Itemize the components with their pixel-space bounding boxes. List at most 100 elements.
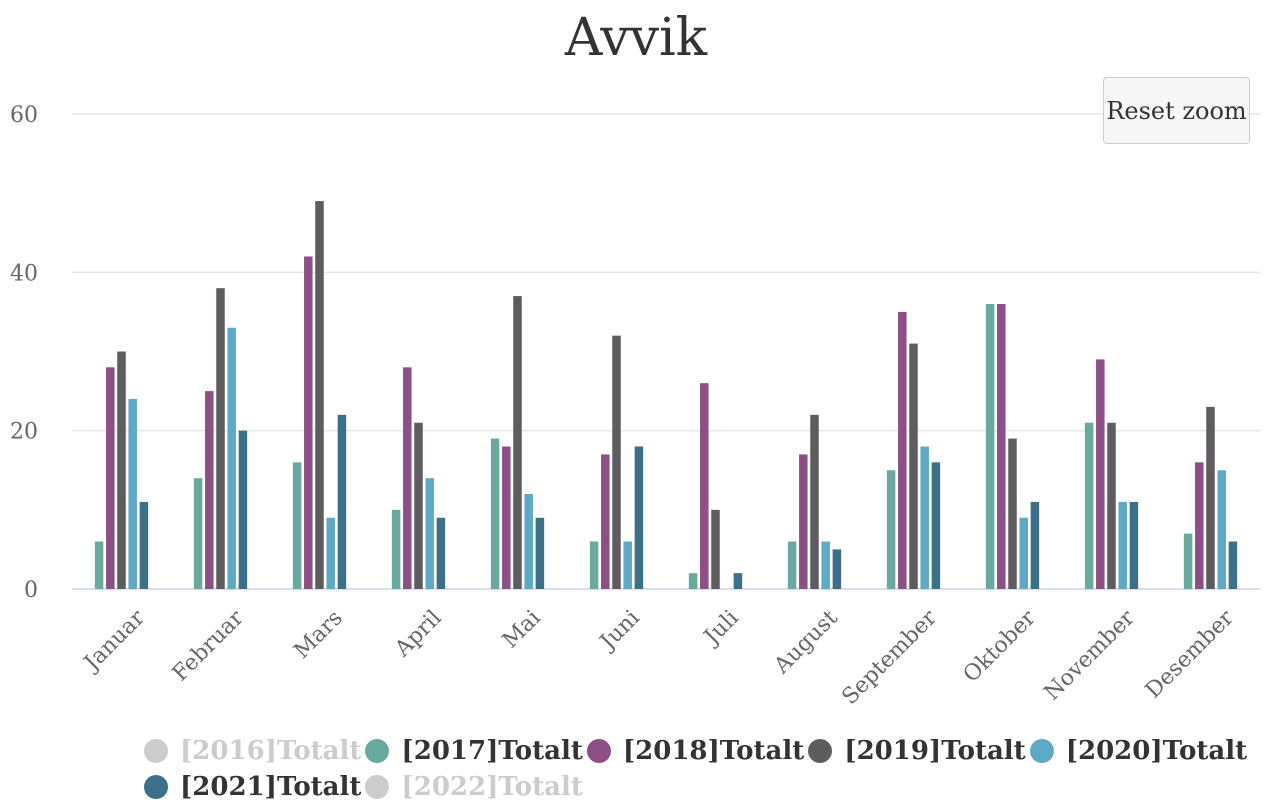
bar	[909, 343, 918, 589]
x-tick-label: Desember	[1141, 605, 1239, 703]
bar	[688, 573, 698, 589]
bar	[227, 327, 236, 589]
x-tick-label: Juni	[594, 606, 644, 656]
bar	[799, 454, 808, 589]
bar	[1118, 501, 1127, 589]
bar	[238, 430, 248, 589]
legend-marker-icon	[1029, 739, 1054, 763]
legend-label: [2018]Totalt	[622, 736, 805, 766]
legend-label: [2019]Totalt	[844, 736, 1026, 766]
legend-marker-icon	[365, 775, 390, 799]
legend-label: [2020]Totalt	[1065, 736, 1248, 766]
legend-item[interactable]: [2019]Totalt	[804, 736, 1026, 766]
x-tick-label: November	[1040, 605, 1140, 705]
bar	[1084, 422, 1094, 589]
bar	[535, 517, 545, 589]
bar	[216, 288, 225, 589]
bar	[898, 311, 907, 589]
x-tick-label: September	[837, 605, 942, 710]
bar	[1096, 359, 1105, 589]
legend-row: [2021]Totalt [2022]Totalt	[140, 769, 1240, 805]
bar	[1183, 533, 1193, 589]
bar	[1206, 406, 1215, 589]
bar	[524, 494, 533, 589]
bar	[193, 478, 203, 589]
bar	[292, 462, 302, 589]
x-tick-label: Mai	[498, 606, 546, 654]
bar	[821, 541, 830, 589]
x-tick-label: Juli	[698, 606, 743, 651]
bar	[205, 391, 214, 589]
bar	[810, 414, 819, 589]
y-tick-label: 40	[10, 261, 38, 286]
bar	[1195, 462, 1204, 589]
chart-title: Avvik	[564, 8, 708, 68]
bar	[117, 351, 126, 589]
bar	[1217, 470, 1226, 589]
x-tick-label: August	[769, 605, 843, 679]
bar	[326, 517, 335, 589]
bar	[436, 517, 446, 589]
legend-marker-icon	[808, 739, 833, 763]
bar	[601, 454, 610, 589]
bar	[1129, 501, 1139, 589]
bar	[711, 509, 720, 589]
legend-marker-icon	[586, 739, 611, 763]
legend-row: [2016]Totalt [2017]Totalt [2018]Totalt [201…	[140, 733, 1247, 769]
bar	[106, 367, 115, 589]
bar	[623, 541, 632, 589]
bar	[304, 256, 313, 589]
x-tick-label: Oktober	[959, 605, 1041, 687]
legend-marker-icon	[144, 739, 168, 763]
legend-item[interactable]: [2016]Totalt	[140, 736, 361, 766]
bar	[1030, 501, 1040, 589]
bar	[337, 414, 347, 589]
legend-marker-icon	[365, 739, 390, 763]
bar	[985, 304, 995, 589]
chart-legend: [2016]Totalt [2017]Totalt [2018]Totalt [201…	[140, 733, 1247, 805]
bar	[931, 462, 941, 589]
bar	[128, 399, 137, 589]
y-tick-label: 20	[10, 420, 38, 445]
bar	[1019, 517, 1028, 589]
bar	[490, 438, 500, 589]
bar	[1008, 438, 1017, 589]
legend-marker-icon	[144, 775, 168, 799]
chart-plot-area: 0 20 40 60 Januar Februar Mars April Mai Juni Juli…	[10, 103, 1260, 710]
bar	[513, 296, 522, 589]
bar	[1228, 541, 1238, 589]
bar	[94, 541, 104, 589]
legend-label: [2021]Totalt	[180, 772, 362, 802]
x-tick-label: April	[390, 606, 447, 663]
bar	[403, 367, 412, 589]
bar	[733, 573, 743, 589]
legend-item[interactable]: [2022]Totalt	[361, 772, 583, 802]
bar	[997, 304, 1006, 589]
reset-zoom-button[interactable]: Reset zoom	[1103, 77, 1250, 144]
legend-item[interactable]: [2018]Totalt	[583, 736, 804, 766]
bar	[1107, 422, 1116, 589]
bar	[920, 446, 929, 589]
bar	[832, 549, 842, 589]
bar	[886, 470, 896, 589]
bar	[425, 478, 434, 589]
bar	[589, 541, 599, 589]
legend-label: [2017]Totalt	[401, 736, 583, 766]
y-tick-label: 0	[24, 578, 38, 603]
x-tick-label: Mars	[289, 606, 347, 664]
legend-label: [2022]Totalt	[401, 772, 583, 802]
bar	[139, 501, 149, 589]
bar	[315, 201, 324, 590]
y-tick-label: 60	[10, 103, 38, 128]
bar	[787, 541, 797, 589]
bar	[612, 335, 621, 589]
legend-item[interactable]: [2021]Totalt	[140, 772, 361, 802]
x-tick-label: Januar	[78, 605, 150, 677]
bar	[391, 509, 401, 589]
bar	[700, 383, 709, 589]
legend-item[interactable]: [2020]Totalt	[1026, 736, 1247, 766]
x-tick-label: Februar	[168, 605, 249, 686]
bar	[414, 422, 423, 589]
bar	[502, 446, 511, 589]
legend-item[interactable]: [2017]Totalt	[361, 736, 583, 766]
